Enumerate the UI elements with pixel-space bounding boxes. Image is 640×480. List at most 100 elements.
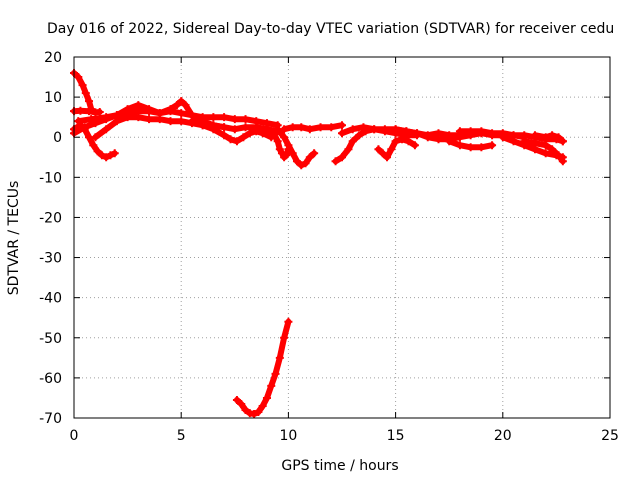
data-point [391, 125, 400, 134]
data-point [413, 129, 422, 138]
data-point [145, 105, 154, 114]
series-line [233, 318, 292, 417]
y-tick-label: 20 [44, 50, 62, 66]
data-point [488, 141, 497, 150]
data-point [81, 89, 90, 98]
data-point [85, 97, 94, 106]
data-point [74, 73, 83, 82]
data-point [541, 141, 550, 150]
data-point [348, 137, 357, 146]
data-point [102, 125, 111, 134]
data-point [220, 113, 229, 122]
data-point [445, 137, 454, 146]
data-point [374, 145, 383, 154]
data-point [338, 121, 346, 130]
data-point [530, 139, 539, 148]
data-point [305, 125, 314, 134]
data-point [187, 117, 196, 126]
data-point [434, 135, 443, 144]
x-tick-label: 5 [177, 428, 186, 444]
data-point [87, 115, 96, 124]
data-point [230, 115, 239, 124]
series-arc-18 [520, 137, 567, 166]
data-point [541, 133, 550, 142]
data-point [398, 135, 407, 144]
data-point [378, 149, 387, 158]
data-point [288, 123, 297, 132]
y-tick-label: 0 [53, 130, 62, 146]
series-arc-10 [280, 121, 346, 134]
data-point [85, 107, 94, 116]
series-arc-20 [232, 317, 293, 418]
series-arc-13 [374, 135, 419, 162]
data-point [198, 121, 207, 130]
data-point [331, 157, 340, 166]
y-axis-label: SDTVAR / TECUs [6, 181, 22, 296]
data-point [102, 113, 111, 122]
data-point [297, 123, 306, 132]
data-point [554, 133, 563, 142]
data-point [177, 109, 186, 118]
data-point [359, 123, 368, 132]
data-point [237, 399, 246, 408]
y-tick-label: -60 [39, 371, 62, 387]
data-point [520, 137, 529, 146]
data-point [344, 145, 353, 154]
data-point [110, 149, 119, 158]
data-point [305, 153, 314, 162]
data-point [258, 401, 267, 410]
data-point [297, 161, 306, 170]
data-point [280, 125, 289, 134]
series-arc-1 [70, 69, 96, 114]
data-point [558, 157, 567, 166]
data-point [410, 141, 419, 150]
data-point [232, 395, 241, 404]
data-point [402, 127, 411, 136]
data-point [383, 153, 392, 162]
data-point [209, 125, 218, 134]
data-point [123, 105, 132, 114]
data-point [220, 131, 229, 140]
series-arc-19 [530, 131, 567, 146]
plot-frame [73, 56, 611, 419]
x-tick-labels: 0 5 10 15 20 25 [70, 428, 619, 444]
data-point [530, 131, 539, 140]
data-point [262, 125, 271, 134]
data-point [258, 129, 267, 138]
data-point [292, 157, 301, 166]
data-point [280, 133, 289, 142]
x-tick-label: 0 [70, 428, 79, 444]
data-point [93, 147, 102, 156]
data-point [209, 113, 218, 122]
data-point [166, 117, 175, 126]
data-point [262, 393, 271, 402]
data-point [78, 81, 87, 90]
data-point [554, 151, 563, 160]
series-arc-8 [262, 125, 293, 162]
data-point [548, 131, 557, 140]
y-tick-label: -50 [39, 331, 62, 347]
data-point [123, 113, 132, 122]
data-point [74, 117, 83, 126]
data-point [387, 145, 396, 154]
axis-ticks [73, 56, 611, 419]
data-point [106, 151, 115, 160]
series-arc-2 [70, 106, 104, 117]
data-traces [70, 69, 567, 418]
data-point [250, 409, 259, 418]
data-point [466, 127, 475, 136]
series-arc-7 [187, 117, 276, 146]
data-point [404, 137, 413, 146]
data-point [275, 353, 284, 362]
data-point [316, 123, 325, 132]
data-point [97, 151, 106, 160]
y-tick-label: -10 [39, 170, 62, 186]
data-point [102, 153, 111, 162]
data-point [455, 127, 464, 136]
data-point [241, 123, 250, 132]
data-point [177, 97, 186, 106]
data-point [134, 113, 143, 122]
y-tick-label: -30 [39, 251, 62, 267]
data-point [89, 141, 98, 150]
